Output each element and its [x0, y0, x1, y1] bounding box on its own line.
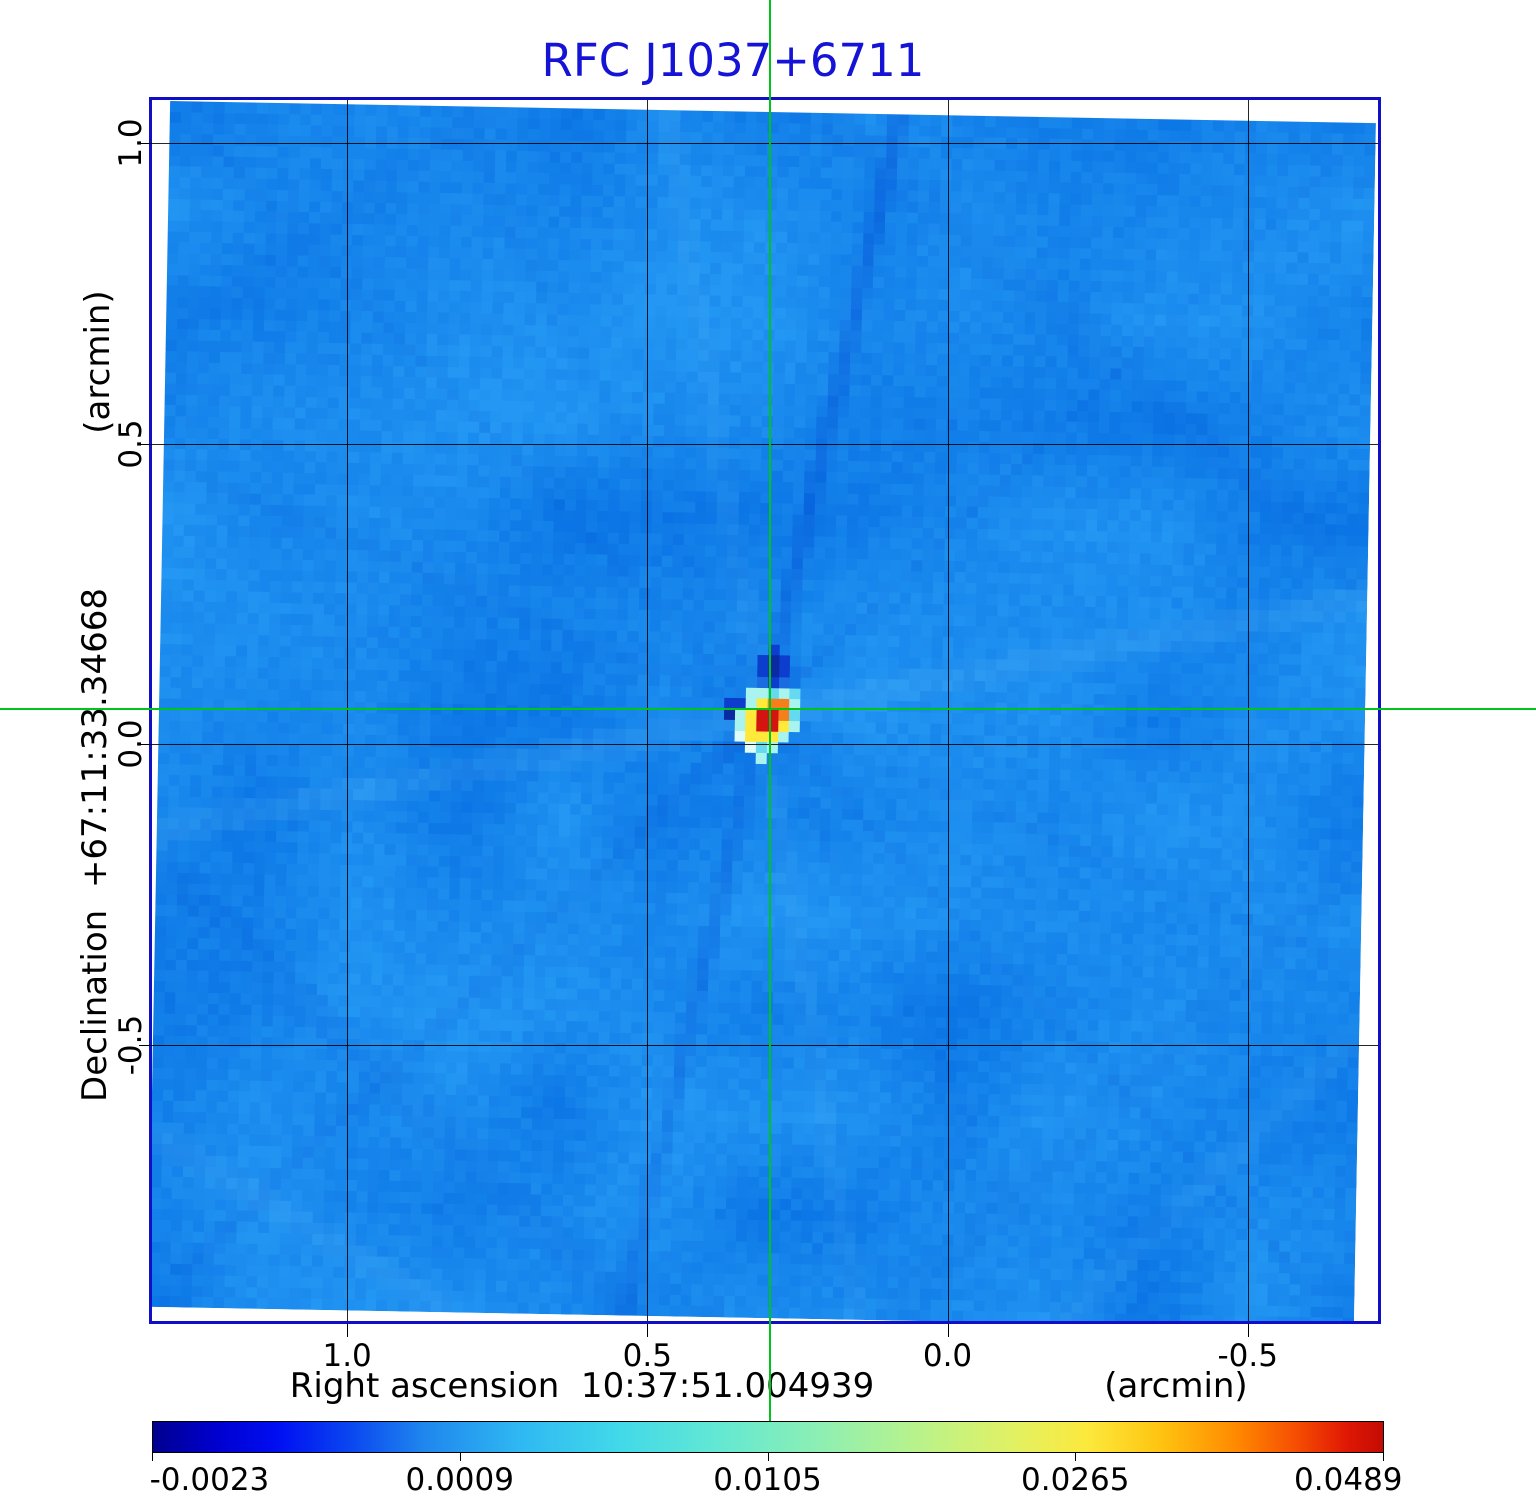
y-tick-label: -0.5: [113, 1014, 149, 1075]
x-axis-tick: [647, 1324, 649, 1337]
colorbar-tick-label: -0.0023: [149, 1462, 270, 1498]
y-axis-unit-label: (arcmin): [78, 290, 118, 434]
crosshair-horizontal-line: [0, 708, 1536, 711]
colorbar-gradient: [152, 1421, 1384, 1453]
x-axis-label: Right ascension 10:37:51.004939: [289, 1366, 875, 1406]
gridline-x: [347, 100, 349, 1321]
y-axis-tick: [139, 1044, 152, 1046]
gridline-x: [1247, 100, 1249, 1321]
y-axis-label: Declination +67:11:33.34668: [75, 588, 115, 1102]
y-axis-tick: [139, 744, 152, 746]
x-axis-tick: [1247, 1324, 1249, 1337]
gridline-x: [947, 100, 949, 1321]
gridline-y: [152, 1044, 1378, 1046]
gridline-y: [152, 443, 1378, 445]
x-tick-label: 0.0: [922, 1338, 973, 1374]
x-axis-unit-label: (arcmin): [1104, 1366, 1248, 1406]
x-tick-label: -0.5: [1217, 1338, 1278, 1374]
plot-area: [152, 100, 1378, 1321]
colorbar-tick: [1383, 1453, 1384, 1461]
colorbar-tick-label: 0.0265: [1021, 1462, 1130, 1498]
x-tick-label: 0.5: [622, 1338, 672, 1374]
gridline-y: [152, 744, 1378, 746]
x-axis-tick: [347, 1324, 349, 1337]
colorbar-tick-label: 0.0105: [713, 1462, 822, 1498]
colorbar-tick: [767, 1453, 769, 1461]
x-axis-tick: [947, 1324, 949, 1337]
y-tick-label: 0.0: [113, 719, 149, 769]
colorbar-tick-label: 0.0009: [405, 1462, 514, 1498]
colorbar-tick: [152, 1453, 153, 1461]
y-tick-label: 1.0: [113, 118, 149, 168]
y-tick-label: 0.5: [113, 419, 149, 469]
colorbar-tick: [459, 1453, 461, 1461]
colorbar-tick: [1075, 1453, 1077, 1461]
crosshair-vertical-line: [768, 0, 771, 1421]
x-tick-label: 1.0: [322, 1338, 372, 1374]
colorbar-tick-label: 0.0489: [1294, 1462, 1403, 1498]
y-axis-tick: [139, 143, 152, 145]
gridline-y: [152, 143, 1378, 145]
page-title: RFC J1037+6711: [541, 34, 925, 87]
sky-heatmap-image: [152, 101, 1376, 1321]
gridline-x: [647, 100, 649, 1321]
y-axis-tick: [139, 443, 152, 445]
